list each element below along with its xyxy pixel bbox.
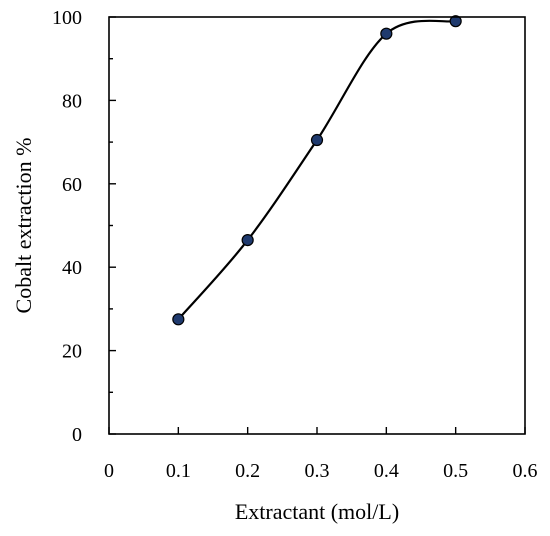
data-point (449, 15, 462, 28)
x-tick-label: 0.3 (305, 460, 330, 482)
data-points (172, 15, 462, 326)
series-curve (177, 19, 456, 321)
y-tick-label: 40 (62, 257, 82, 279)
y-axis-title: Cobalt extraction % (11, 138, 36, 314)
x-tick-label: 0.5 (443, 460, 468, 482)
x-tick-label: 0.2 (235, 460, 260, 482)
y-tick-label: 100 (52, 7, 82, 29)
data-point (241, 233, 254, 247)
y-tick-label: 0 (72, 424, 82, 446)
x-tick-label: 0.4 (374, 460, 399, 482)
x-tick-label: 0 (104, 460, 114, 482)
data-point (310, 133, 324, 147)
y-tick-label: 80 (62, 90, 82, 112)
x-axis-ticks: 0 0.1 0.2 0.3 0.4 0.5 0.6 (104, 427, 538, 482)
data-point (380, 27, 393, 40)
x-tick-label: 0.6 (513, 460, 538, 482)
data-point (172, 313, 185, 326)
plot-frame (108, 16, 526, 435)
x-axis-title: Extractant (mol/L) (235, 499, 399, 524)
x-tick-label: 0.1 (166, 460, 191, 482)
y-axis-ticks: 0 20 40 60 80 100 (52, 7, 116, 446)
y-tick-label: 20 (62, 341, 82, 363)
y-tick-label: 60 (62, 174, 82, 196)
